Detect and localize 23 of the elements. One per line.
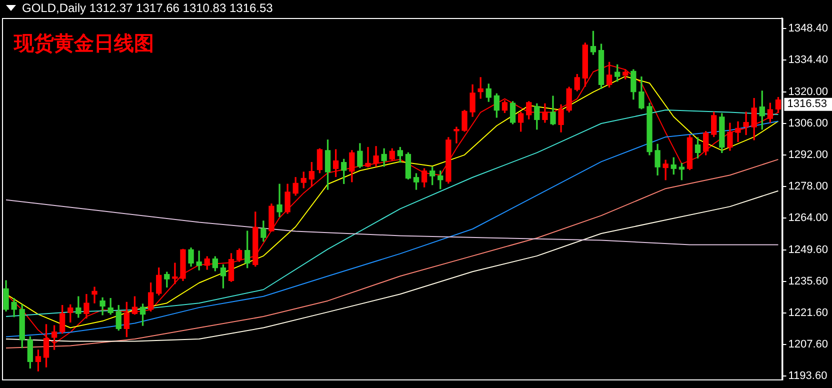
y-tick-label: 1320.00 [788, 86, 828, 98]
text: 1316.53 [787, 98, 828, 110]
y-tick-label: 1306.00 [788, 118, 828, 130]
text: GOLD,Daily 1312.37 1317.66 1310.83 1316.53 [22, 1, 273, 15]
candlestick [365, 146, 371, 168]
y-tick-label: 1207.60 [788, 338, 828, 350]
candlestick [454, 126, 460, 144]
candlestick [276, 184, 282, 217]
candlestick [196, 250, 202, 270]
candlestick [743, 112, 749, 136]
candlestick [172, 262, 178, 284]
y-tick-label: 1278.00 [788, 180, 828, 192]
y-tick-label: 1235.60 [788, 276, 828, 288]
y-tick-label: 1264.00 [788, 212, 828, 224]
y-tick-label: 1221.60 [788, 306, 828, 319]
y-tick-label: 1193.60 [788, 370, 828, 382]
y-tick-label: 1249.60 [788, 244, 828, 256]
text: 现货黄金日线图 [14, 32, 154, 57]
y-tick-label: 1292.00 [788, 148, 828, 161]
y-tick-label: 1334.40 [788, 54, 828, 66]
candlestick [735, 121, 741, 142]
candlestick [92, 286, 98, 304]
y-tick-label: 1348.40 [788, 22, 828, 34]
